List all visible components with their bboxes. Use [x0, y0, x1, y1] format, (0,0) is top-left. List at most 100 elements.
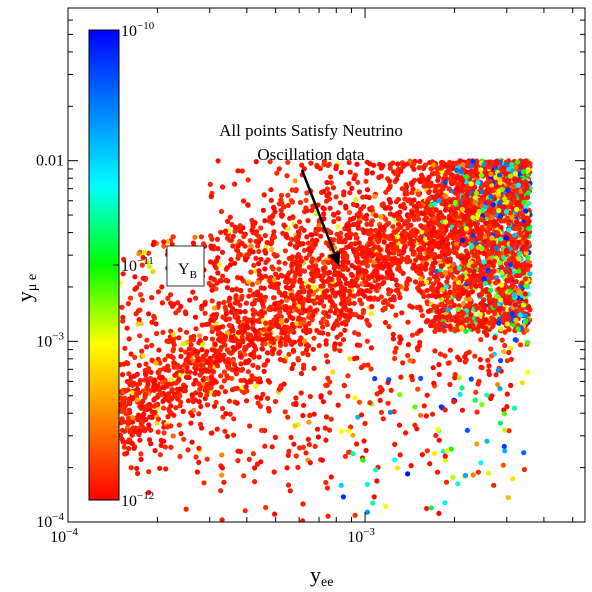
data-point: [314, 426, 321, 432]
data-point: [369, 304, 375, 310]
data-point: [229, 287, 235, 293]
data-point: [456, 228, 462, 234]
data-point: [429, 318, 435, 325]
data-point: [405, 352, 411, 359]
data-point: [266, 326, 272, 332]
data-point: [178, 353, 184, 359]
data-point: [149, 342, 155, 348]
data-point: [424, 299, 430, 305]
data-point: [275, 281, 281, 287]
data-point: [303, 347, 310, 353]
data-point: [509, 241, 515, 247]
data-point: [453, 241, 459, 247]
data-point: [450, 217, 456, 223]
data-point: [456, 265, 462, 271]
data-point: [444, 279, 450, 285]
data-point: [472, 353, 478, 359]
data-point: [199, 322, 205, 328]
data-point: [156, 347, 162, 353]
data-point: [498, 326, 504, 332]
data-point: [242, 309, 248, 315]
data-point: [238, 275, 244, 281]
data-point: [506, 257, 512, 263]
data-point: [173, 405, 179, 411]
data-point: [410, 239, 417, 245]
data-point: [436, 244, 442, 250]
data-point: [285, 226, 291, 232]
data-point: [137, 377, 143, 384]
data-point: [244, 323, 250, 329]
data-point: [428, 322, 434, 329]
data-point: [506, 277, 512, 283]
data-point: [351, 175, 357, 182]
data-point: [423, 279, 430, 285]
data-point: [385, 254, 391, 260]
data-point: [356, 210, 362, 216]
data-point: [122, 451, 128, 457]
data-point: [251, 327, 257, 333]
data-point: [165, 414, 171, 420]
data-point: [302, 268, 308, 274]
data-point: [445, 294, 451, 300]
data-point: [398, 168, 404, 174]
data-point: [320, 324, 326, 330]
data-point: [248, 338, 255, 344]
data-point: [369, 170, 375, 176]
data-point: [297, 278, 303, 284]
data-point: [423, 261, 430, 267]
data-point: [269, 444, 275, 450]
data-point: [503, 235, 509, 241]
data-point: [396, 249, 402, 255]
data-point: [475, 328, 481, 334]
data-point: [346, 428, 352, 434]
data-point: [494, 158, 500, 164]
data-point: [215, 255, 221, 261]
data-point: [343, 203, 349, 209]
data-point: [436, 254, 442, 260]
data-point: [136, 362, 142, 368]
data-point: [328, 474, 334, 480]
data-point: [307, 460, 313, 466]
data-point: [239, 293, 245, 299]
data-point: [280, 230, 286, 236]
data-point: [436, 362, 442, 368]
data-point: [171, 332, 177, 338]
data-point: [218, 336, 224, 342]
data-point: [271, 469, 277, 475]
data-point: [263, 320, 269, 326]
data-point: [315, 294, 321, 301]
data-point: [308, 232, 314, 238]
data-point: [452, 199, 459, 205]
data-point: [147, 375, 153, 382]
data-point: [219, 249, 226, 255]
data-point: [262, 248, 268, 254]
data-point: [476, 378, 482, 384]
data-point: [305, 436, 311, 442]
data-point: [354, 161, 360, 167]
data-point: [194, 363, 200, 369]
data-point: [431, 215, 437, 221]
data-point: [330, 185, 336, 191]
data-point: [347, 356, 353, 362]
data-point: [204, 375, 210, 382]
data-point: [362, 420, 368, 427]
data-point: [437, 259, 444, 265]
data-point: [285, 326, 291, 332]
data-point: [220, 273, 226, 279]
data-point: [356, 259, 362, 265]
data-point: [197, 338, 203, 344]
data-point: [271, 234, 278, 240]
data-point: [435, 325, 442, 331]
data-point: [227, 295, 233, 301]
data-point: [379, 202, 385, 208]
data-point: [182, 309, 189, 315]
data-point: [321, 158, 327, 165]
data-point: [149, 295, 155, 301]
data-point: [227, 214, 233, 220]
data-point: [415, 216, 422, 222]
data-point: [442, 247, 448, 253]
data-point: [424, 287, 430, 293]
data-point: [491, 268, 497, 274]
data-point: [419, 255, 425, 261]
